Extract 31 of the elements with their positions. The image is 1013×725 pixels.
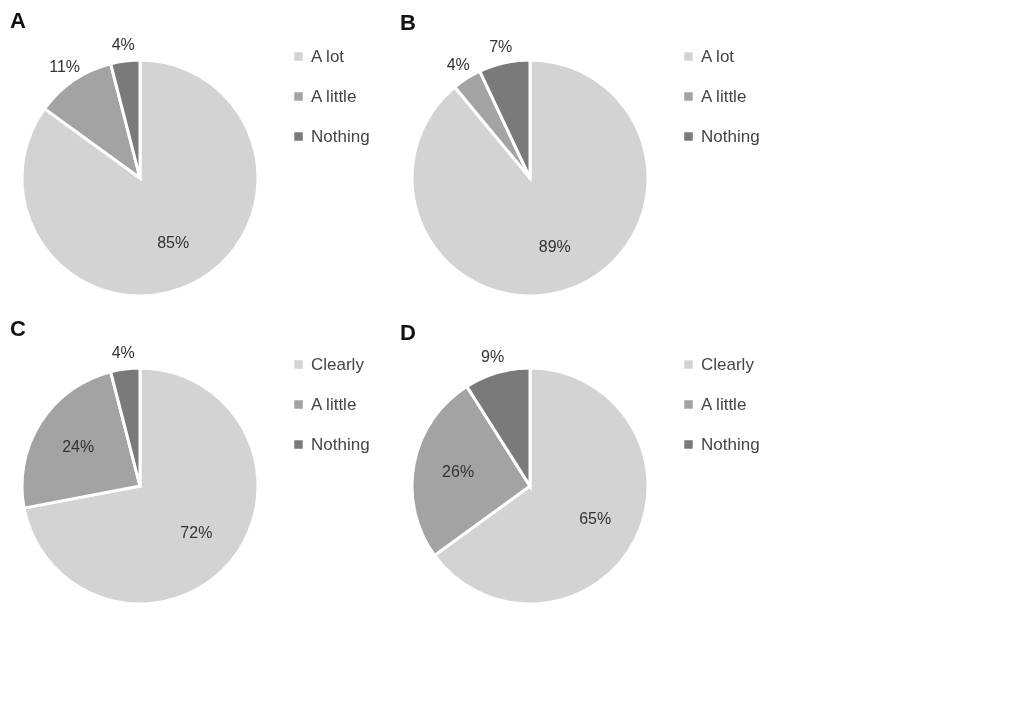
legend-label: A little [701, 86, 747, 106]
data-label: 9% [481, 348, 505, 366]
legend-label: A lot [311, 46, 345, 66]
data-label: 7% [489, 38, 513, 56]
chart-title: C [10, 316, 26, 342]
pie-slice [43, 62, 142, 180]
legend-label: A little [701, 394, 747, 414]
chart-title: D [400, 320, 416, 346]
data-label: 4% [111, 344, 135, 362]
legend-label: Clearly [311, 354, 365, 374]
pie-slice [20, 58, 260, 298]
chart-title: A [10, 8, 26, 34]
data-label: 11% [49, 58, 81, 76]
legend-label: Nothing [311, 434, 370, 454]
data-label: 85% [157, 234, 190, 252]
legend-label: A little [311, 394, 357, 414]
legend-label: A lot [701, 46, 735, 66]
data-label: 89% [538, 237, 571, 255]
data-label: 26% [442, 463, 475, 481]
data-label: 72% [180, 523, 213, 541]
data-label: 4% [111, 36, 135, 54]
data-label: 4% [446, 55, 470, 73]
pie-slice [410, 58, 650, 298]
data-label: 24% [62, 437, 95, 455]
data-label: 65% [579, 510, 612, 528]
legend-label: Nothing [701, 126, 760, 146]
legend-label: Nothing [701, 434, 760, 454]
legend-label: Clearly [701, 354, 755, 374]
legend-label: Nothing [311, 126, 370, 146]
chart-title: B [400, 10, 416, 36]
legend-label: A little [311, 86, 357, 106]
